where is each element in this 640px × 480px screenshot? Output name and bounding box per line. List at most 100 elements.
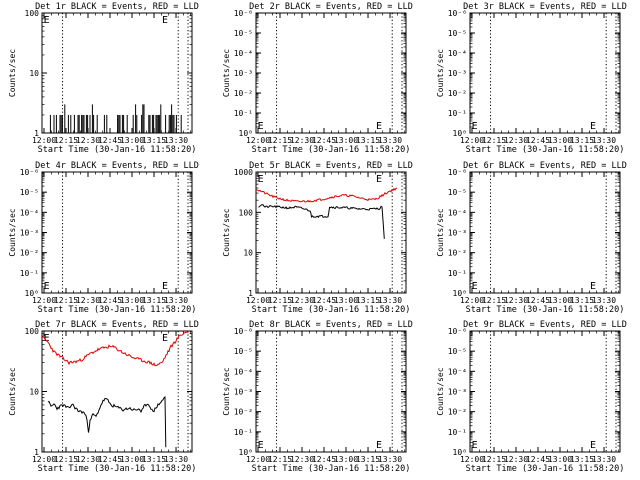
e-marker: E — [472, 281, 478, 292]
y-tick-label: 10⁻⁶ — [234, 327, 253, 336]
y-tick-label: 10⁻³ — [234, 69, 253, 78]
y-axis-label: Counts/sec — [222, 367, 231, 415]
x-tick-label: 12:00 — [460, 136, 484, 145]
y-tick-label: 10⁻² — [234, 408, 253, 417]
x-tick-label: 13:00 — [548, 455, 572, 464]
x-axis-label: Start Time (30-Jan-16 11:58:20) — [466, 305, 625, 315]
e-marker: E — [472, 440, 478, 451]
y-tick-label: 10 — [29, 69, 39, 78]
y-tick-label: 10⁰ — [239, 448, 253, 457]
y-tick-label: 10⁰ — [25, 289, 39, 298]
y-tick-label: 10⁻⁴ — [448, 208, 467, 217]
y-tick-label: 10⁻⁵ — [234, 29, 253, 38]
plot-frame — [255, 330, 407, 453]
chart-title: Det 2r BLACK = Events, RED = LLD — [249, 2, 413, 12]
x-tick-label: 12:45 — [312, 136, 336, 145]
x-tick-label: 12:30 — [76, 136, 100, 145]
x-tick-label: 12:15 — [54, 136, 78, 145]
x-tick-label: 12:15 — [268, 455, 292, 464]
y-tick-label: 10⁻⁴ — [234, 367, 253, 376]
y-axis-label: Counts/sec — [8, 367, 17, 415]
y-tick-label: 10⁻¹ — [448, 428, 467, 437]
x-axis-label: Start Time (30-Jan-16 11:58:20) — [466, 145, 625, 155]
x-tick-label: 12:00 — [246, 296, 270, 305]
e-marker: E — [590, 281, 596, 292]
e-marker: E — [258, 121, 264, 132]
e-marker: E — [162, 281, 168, 292]
x-tick-label: 12:30 — [504, 455, 528, 464]
y-axis-label: Counts/sec — [436, 208, 445, 256]
x-axis-label: Start Time (30-Jan-16 11:58:20) — [38, 145, 197, 155]
x-axis-label: Start Time (30-Jan-16 11:58:20) — [252, 145, 411, 155]
x-tick-label: 13:30 — [378, 136, 402, 145]
x-tick-label: 13:15 — [570, 136, 594, 145]
x-tick-label: 13:30 — [164, 296, 188, 305]
y-tick-label: 10⁻⁵ — [448, 347, 467, 356]
x-tick-label: 13:00 — [334, 455, 358, 464]
y-tick-label: 10⁻⁵ — [234, 347, 253, 356]
y-tick-label: 100 — [25, 327, 40, 336]
chart-title: Det 8r BLACK = Events, RED = LLD — [249, 320, 413, 330]
x-tick-label: 12:30 — [290, 296, 314, 305]
y-tick-label: 1 — [248, 289, 253, 298]
series-lld-line — [41, 330, 190, 367]
y-tick-label: 10⁻⁵ — [448, 188, 467, 197]
e-marker: E — [590, 440, 596, 451]
chart-det-8: Det 8r BLACK = Events, RED = LLD 10⁰ 10⁻¹ 1… — [222, 320, 413, 474]
y-tick-label: 10⁻³ — [448, 388, 467, 397]
x-tick-label: 12:15 — [54, 455, 78, 464]
x-tick-label: 13:00 — [548, 136, 572, 145]
y-tick-label: 10⁻² — [448, 408, 467, 417]
x-tick-label: 12:00 — [32, 455, 56, 464]
x-tick-label: 12:30 — [504, 296, 528, 305]
x-tick-label: 13:00 — [334, 296, 358, 305]
e-marker: E — [44, 15, 50, 26]
x-tick-label: 13:00 — [120, 136, 144, 145]
y-tick-label: 10⁻² — [448, 249, 467, 258]
x-tick-label: 12:15 — [54, 296, 78, 305]
e-marker: E — [44, 281, 50, 292]
chart-title: Det 4r BLACK = Events, RED = LLD — [35, 161, 199, 171]
y-tick-label: 10⁻⁶ — [448, 168, 467, 177]
plot-frame — [469, 330, 621, 453]
plot-frame — [255, 12, 407, 134]
x-tick-label: 12:45 — [98, 296, 122, 305]
chart-title: Det 3r BLACK = Events, RED = LLD — [463, 2, 627, 12]
chart-det-2: Det 2r BLACK = Events, RED = LLD 10⁰ 10⁻¹ 1… — [222, 2, 413, 155]
x-tick-label: 13:30 — [592, 296, 616, 305]
y-tick-label: 10⁻⁶ — [448, 327, 467, 336]
x-axis-label: Start Time (30-Jan-16 11:58:20) — [252, 464, 411, 474]
x-tick-label: 12:45 — [98, 455, 122, 464]
chart-title: Det 9r BLACK = Events, RED = LLD — [463, 320, 627, 330]
e-marker: E — [590, 121, 596, 132]
y-tick-label: 1 — [34, 129, 39, 138]
y-axis-label: Counts/sec — [222, 49, 231, 97]
y-tick-label: 10⁻³ — [234, 388, 253, 397]
series-lld-line — [256, 187, 398, 203]
x-tick-label: 12:45 — [312, 296, 336, 305]
x-tick-label: 13:30 — [592, 455, 616, 464]
y-tick-label: 10⁻⁶ — [448, 9, 467, 18]
y-tick-label: 10⁻⁶ — [234, 9, 253, 18]
y-tick-label: 10⁻⁴ — [20, 208, 39, 217]
e-marker: E — [44, 333, 50, 344]
e-marker: E — [376, 440, 382, 451]
x-tick-label: 12:15 — [482, 455, 506, 464]
x-tick-label: 12:15 — [268, 136, 292, 145]
plot-frame — [469, 171, 621, 294]
y-tick-label: 100 — [239, 208, 254, 217]
x-tick-label: 13:30 — [164, 455, 188, 464]
x-tick-label: 13:00 — [120, 455, 144, 464]
x-tick-label: 12:45 — [526, 455, 550, 464]
x-tick-label: 13:15 — [142, 455, 166, 464]
y-axis-label: Counts/sec — [8, 208, 17, 256]
x-tick-label: 13:15 — [570, 296, 594, 305]
x-axis-label: Start Time (30-Jan-16 11:58:20) — [252, 305, 411, 315]
y-tick-label: 10⁻² — [20, 249, 39, 258]
x-tick-label: 12:00 — [32, 136, 56, 145]
x-tick-label: 13:30 — [164, 136, 188, 145]
e-marker: E — [376, 174, 382, 185]
chart-title: Det 1r BLACK = Events, RED = LLD — [35, 2, 199, 12]
y-tick-label: 10⁻⁵ — [20, 188, 39, 197]
y-tick-label: 10⁰ — [453, 129, 467, 138]
